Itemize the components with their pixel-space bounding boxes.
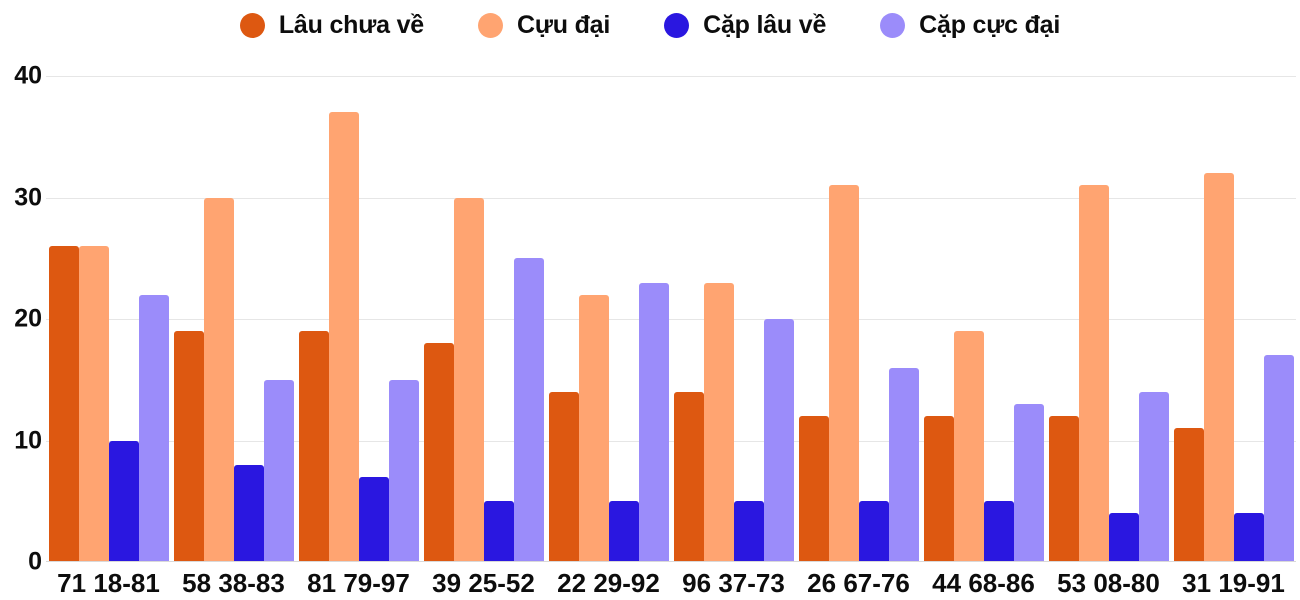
bar[interactable] xyxy=(263,379,294,562)
bar[interactable] xyxy=(1203,173,1234,562)
x-axis-tick-label: 53 08-80 xyxy=(1057,568,1160,598)
x-axis-tick-label: 26 67-76 xyxy=(807,568,910,598)
bar[interactable] xyxy=(1138,391,1169,562)
bar[interactable] xyxy=(733,501,764,562)
bar[interactable] xyxy=(1078,185,1109,562)
bar[interactable] xyxy=(173,331,204,562)
bar[interactable] xyxy=(703,282,734,562)
x-axis-tick-label: 44 68-86 xyxy=(932,568,1035,598)
gridline xyxy=(46,76,1296,77)
gridline xyxy=(46,440,1296,442)
legend-item[interactable]: Lâu chưa về xyxy=(239,10,424,40)
legend-swatch-icon xyxy=(880,12,906,38)
bar[interactable] xyxy=(233,464,264,562)
bar[interactable] xyxy=(548,391,579,562)
x-axis-tick-label: 22 29-92 xyxy=(557,568,660,598)
bar-group xyxy=(798,76,919,562)
bar[interactable] xyxy=(138,294,169,562)
bar-group xyxy=(173,76,294,562)
x-axis-tick-label: 81 79-97 xyxy=(307,568,410,598)
bar-group xyxy=(298,76,419,562)
bar[interactable] xyxy=(328,112,359,562)
bar[interactable] xyxy=(1048,416,1079,562)
bar[interactable] xyxy=(673,391,704,562)
legend-label: Lâu chưa về xyxy=(278,10,424,39)
gridline xyxy=(46,197,1296,199)
legend-item[interactable]: Cựu đại xyxy=(478,11,610,40)
legend-label: Cặp lâu về xyxy=(703,10,827,39)
bar-group xyxy=(1048,76,1169,562)
bar-group xyxy=(548,76,669,562)
bar-group xyxy=(48,76,169,562)
legend-swatch-icon xyxy=(478,12,503,38)
x-axis-tick-label: 58 38-83 xyxy=(182,568,285,598)
bar[interactable] xyxy=(798,416,829,562)
bar[interactable] xyxy=(513,258,544,562)
bar[interactable] xyxy=(1263,355,1294,562)
y-axis-tick-label: 10 xyxy=(14,426,42,454)
bar[interactable] xyxy=(108,440,139,562)
bar[interactable] xyxy=(1108,513,1139,562)
legend-item[interactable]: Cặp lâu về xyxy=(664,11,826,40)
x-axis-tick-label: 71 18-81 xyxy=(57,568,160,598)
bar[interactable] xyxy=(48,246,79,562)
y-axis-tick-label: 20 xyxy=(14,304,42,333)
y-axis-tick-label: 30 xyxy=(14,183,42,211)
bar-group xyxy=(423,76,544,562)
bar[interactable] xyxy=(638,282,669,562)
bar-group xyxy=(1173,76,1294,562)
bar[interactable] xyxy=(388,379,419,562)
bar[interactable] xyxy=(608,501,639,562)
bar[interactable] xyxy=(203,197,234,562)
bar[interactable] xyxy=(983,501,1014,562)
legend-label: Cặp cực đại xyxy=(919,10,1061,39)
bar[interactable] xyxy=(1013,404,1044,562)
plot-area xyxy=(46,76,1296,562)
bar[interactable] xyxy=(858,501,889,562)
bar[interactable] xyxy=(953,331,984,562)
y-axis-tick-label: 0 xyxy=(28,547,42,576)
bar[interactable] xyxy=(763,319,794,562)
legend-label: Cựu đại xyxy=(517,10,611,39)
axis-baseline xyxy=(46,561,1296,562)
legend-item[interactable]: Cặp cực đại xyxy=(880,11,1060,40)
bar[interactable] xyxy=(578,294,609,562)
bar[interactable] xyxy=(298,331,329,562)
bar[interactable] xyxy=(423,343,454,562)
legend-swatch-icon xyxy=(664,12,690,38)
bar[interactable] xyxy=(358,476,389,562)
x-axis-tick-label: 31 19-91 xyxy=(1182,568,1285,598)
gridline xyxy=(46,319,1296,320)
bar[interactable] xyxy=(483,501,514,562)
legend-swatch-icon xyxy=(239,12,265,38)
x-axis-tick-label: 96 37-73 xyxy=(682,568,785,598)
bar[interactable] xyxy=(888,367,919,562)
bar-group xyxy=(673,76,794,562)
bar-group xyxy=(923,76,1044,562)
x-axis-tick-label: 39 25-52 xyxy=(432,568,535,598)
bar[interactable] xyxy=(1233,513,1264,562)
y-axis-tick-label: 40 xyxy=(14,61,42,90)
bar[interactable] xyxy=(78,246,109,562)
bar[interactable] xyxy=(923,416,954,562)
bar[interactable] xyxy=(453,197,484,562)
bar[interactable] xyxy=(828,185,859,562)
chart-legend: Lâu chưa về Cựu đại Cặp lâu về Cặp cực đại xyxy=(0,0,1300,50)
bar[interactable] xyxy=(1173,428,1204,562)
